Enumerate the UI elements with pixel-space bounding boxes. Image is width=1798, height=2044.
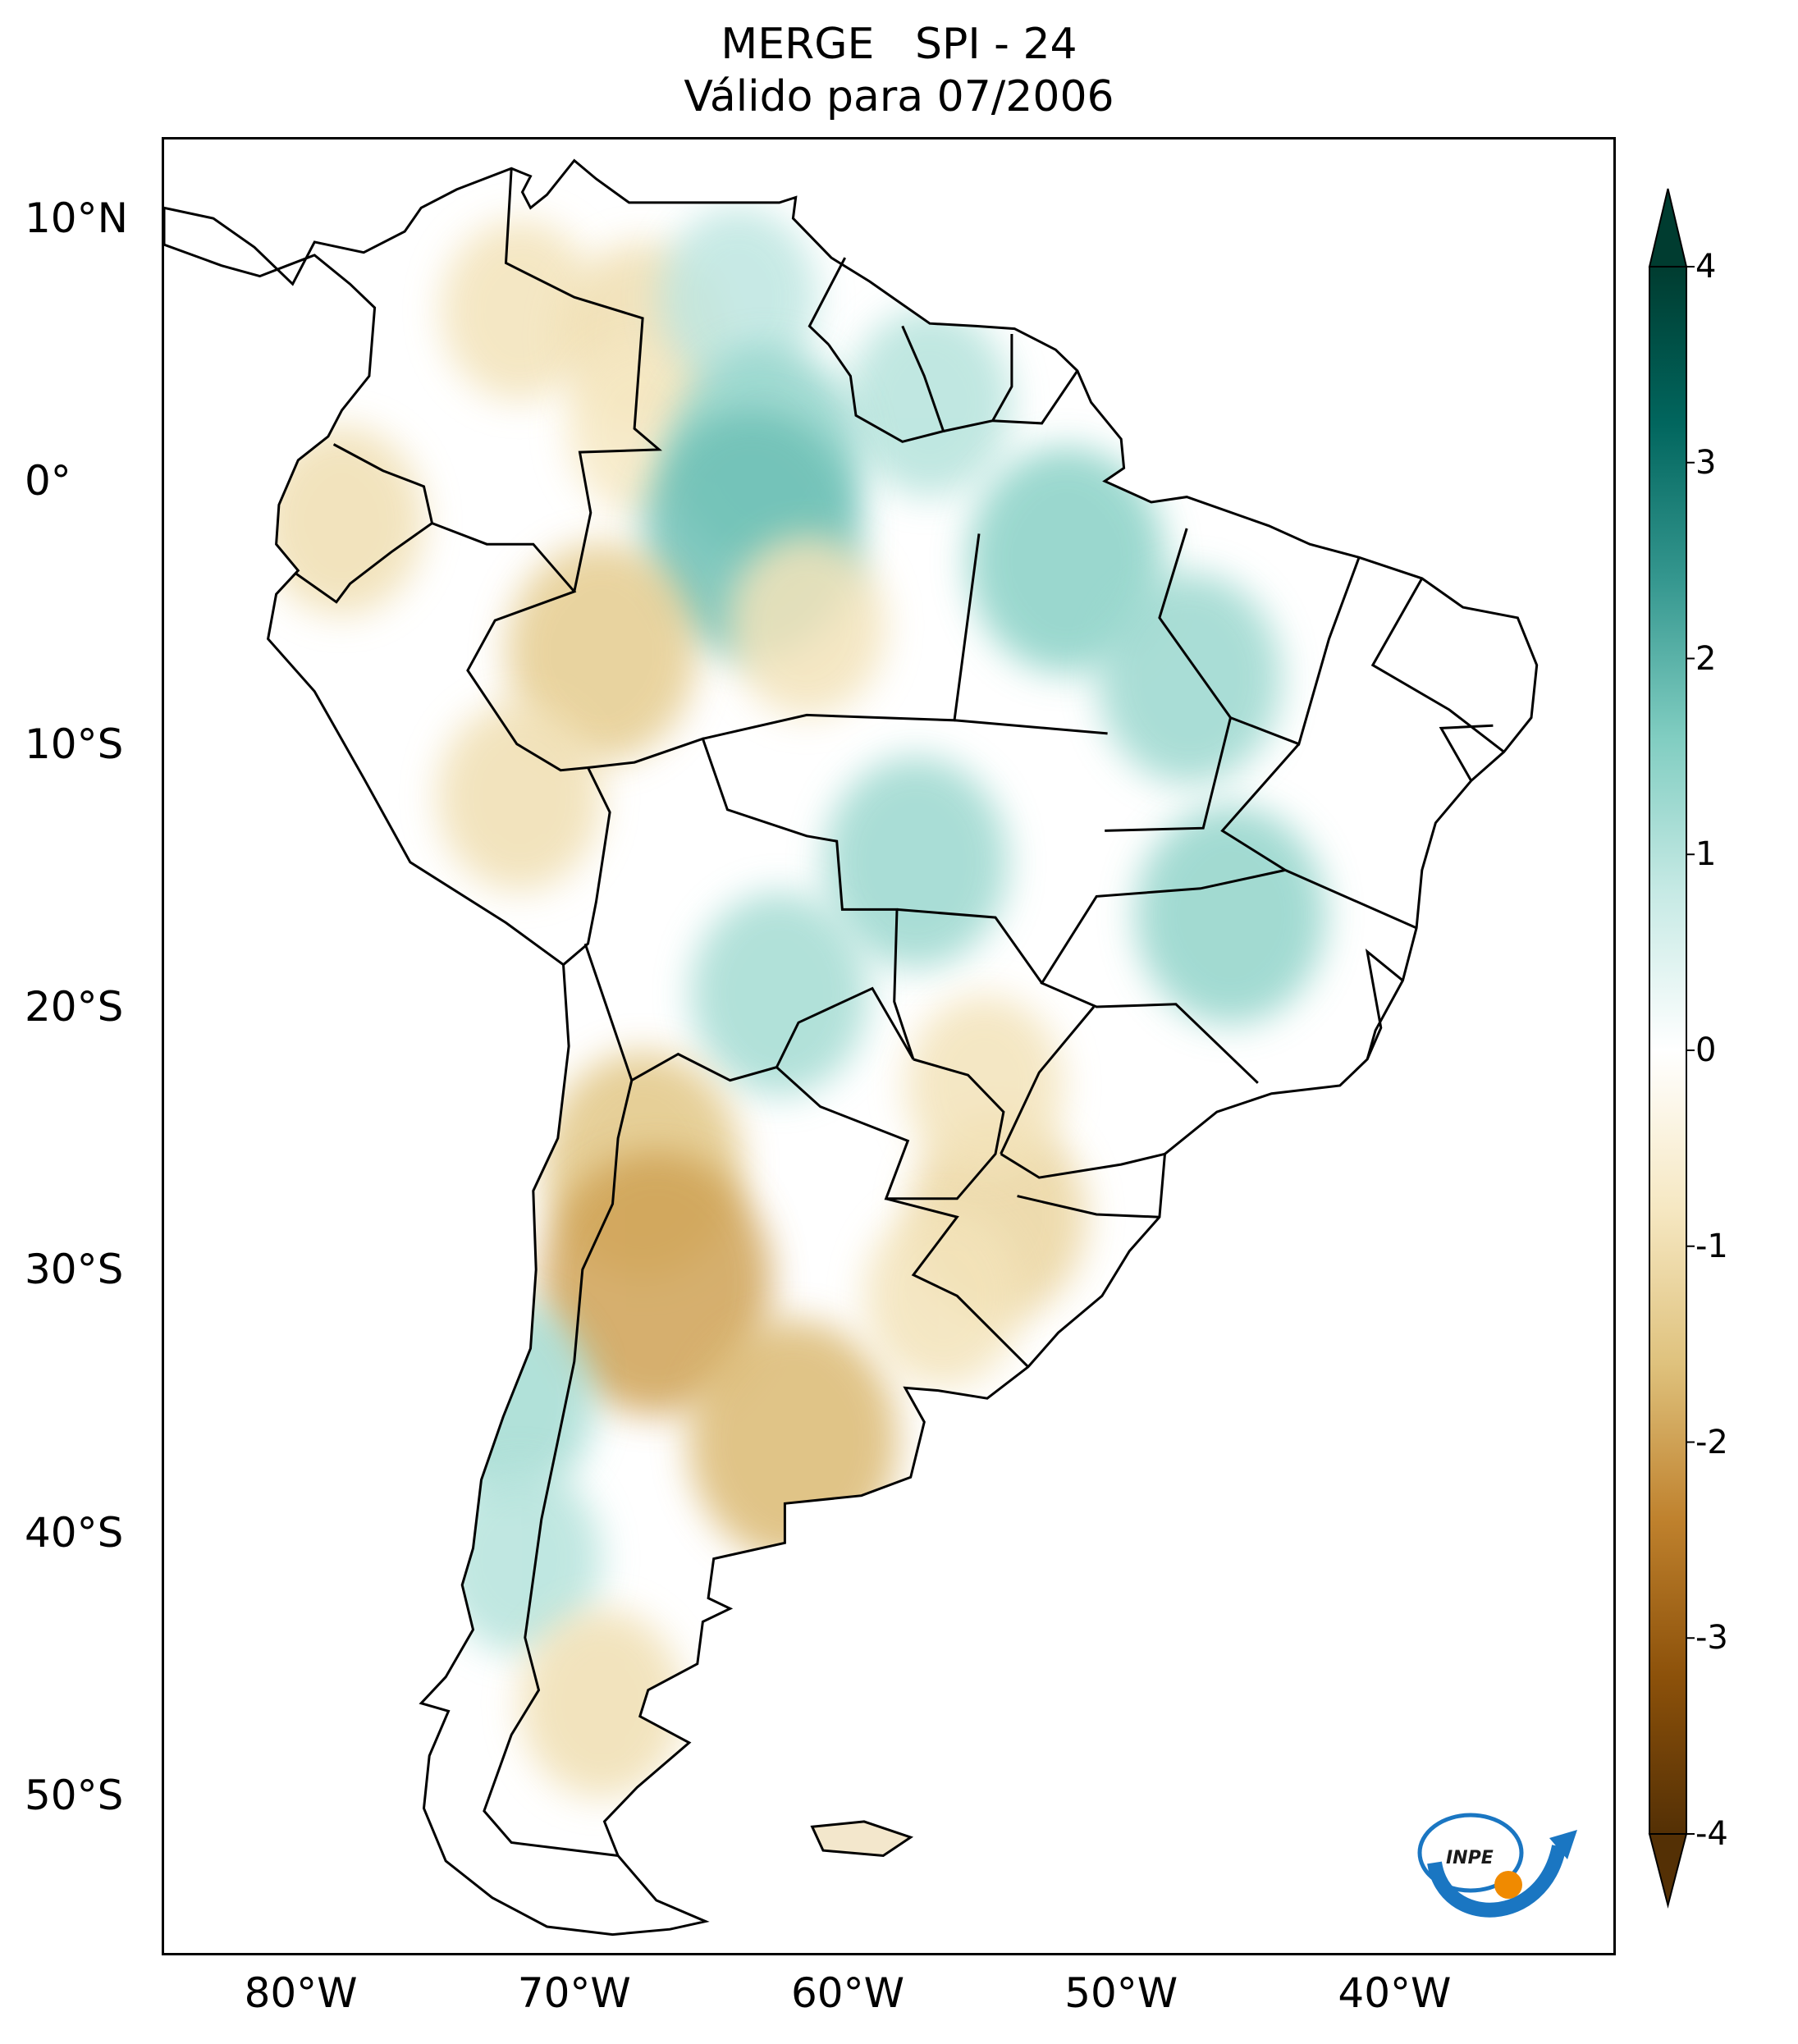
colorbar-tick-label: -1 (1695, 1227, 1728, 1265)
spi-anomaly-patch (864, 1205, 1023, 1387)
spi-anomaly-patch (659, 206, 817, 388)
spi-anomaly-patch (728, 535, 885, 716)
latitude-tick-label: 10°N (25, 194, 129, 243)
spi-anomaly-patch (441, 219, 599, 401)
south-america-spi-map: INPE (164, 158, 1577, 1937)
border-line (827, 325, 945, 443)
spi-anomaly-patch (905, 995, 1064, 1177)
spi-anomaly-patch (506, 542, 698, 761)
colorbar-tick-label: 2 (1695, 639, 1717, 678)
latitude-tick-label: 10°S (25, 720, 124, 768)
border-line (295, 443, 434, 604)
border-line (992, 370, 1079, 425)
border-line (702, 533, 981, 740)
spi-anomaly-patch (1135, 805, 1326, 1025)
spi-anomaly-patch (848, 308, 1012, 497)
colorbar-tick-label: 4 (1695, 248, 1717, 286)
latitude-tick-label: 40°S (25, 1508, 124, 1557)
colorbar-tick-label: -4 (1695, 1815, 1728, 1853)
border-line (885, 1197, 1029, 1368)
border-line (483, 1080, 634, 1857)
map-panel: INPE (162, 137, 1616, 1955)
border-line (1000, 1152, 1165, 1179)
latitude-tick-label: 20°S (25, 982, 124, 1031)
coastline (164, 158, 1539, 1937)
border-line (431, 522, 611, 966)
border-line (504, 168, 663, 592)
land-area (164, 158, 1539, 1937)
longitude-tick-label: 60°W (790, 1969, 905, 2017)
inpe-logo: INPE (1417, 1813, 1577, 1918)
longitude-tick-label: 70°W (517, 1969, 631, 2017)
colorbar-tick-label: 1 (1695, 835, 1717, 874)
border-line (1017, 1195, 1160, 1219)
border-line (943, 334, 1013, 432)
border-line (583, 737, 915, 1082)
border-line (1370, 578, 1505, 753)
longitude-tick-label: 50°W (1064, 1969, 1178, 2017)
spi-anomaly-patch (519, 1608, 684, 1798)
latitude-tick-label: 50°S (25, 1771, 124, 1819)
colorbar-tick-label: -3 (1695, 1619, 1728, 1658)
colorbar-gradient (1649, 266, 1687, 1835)
border-line (807, 257, 847, 345)
latitude-tick-label: 30°S (25, 1246, 124, 1294)
border-line (1105, 717, 1232, 832)
border-line (1000, 1006, 1096, 1155)
spi-anomaly-patch (688, 1319, 899, 1562)
inpe-logo-text: INPE (1446, 1848, 1494, 1868)
longitude-tick-label: 40°W (1338, 1969, 1452, 2017)
colorbar-min-extension (1648, 1833, 1688, 1909)
border-line (1439, 724, 1494, 782)
longitude-tick-label: 80°W (244, 1969, 358, 2017)
spi-anomaly-patch (541, 1150, 771, 1415)
border-line (896, 908, 1043, 984)
title-line-1: MERGE SPI - 24 (721, 20, 1077, 69)
spi-anomaly-patch (437, 702, 602, 891)
border-line (954, 719, 1108, 735)
colorbar-tick-label: -2 (1695, 1423, 1728, 1461)
spi-anomaly-patch (1097, 572, 1282, 784)
border-line (1158, 528, 1361, 746)
spi-anomaly-layer (259, 206, 1326, 1798)
border-line (1220, 743, 1417, 930)
border-line (1365, 948, 1404, 1060)
title-line-2: Válido para 07/2006 (684, 72, 1114, 121)
border-line (775, 1058, 1005, 1200)
falkland-islands (810, 1820, 914, 1858)
colorbar-max-extension (1648, 188, 1688, 268)
map-title: MERGE SPI - 24 Válido para 07/2006 (0, 18, 1798, 123)
country-borders (295, 168, 1505, 1857)
latitude-tick-label: 0° (25, 457, 71, 505)
colorbar-tick-label: 0 (1695, 1031, 1717, 1069)
colorbar-tick-label: 3 (1695, 443, 1717, 482)
spi-anomaly-patch (690, 891, 868, 1096)
spi-anomaly-patch (259, 426, 424, 615)
